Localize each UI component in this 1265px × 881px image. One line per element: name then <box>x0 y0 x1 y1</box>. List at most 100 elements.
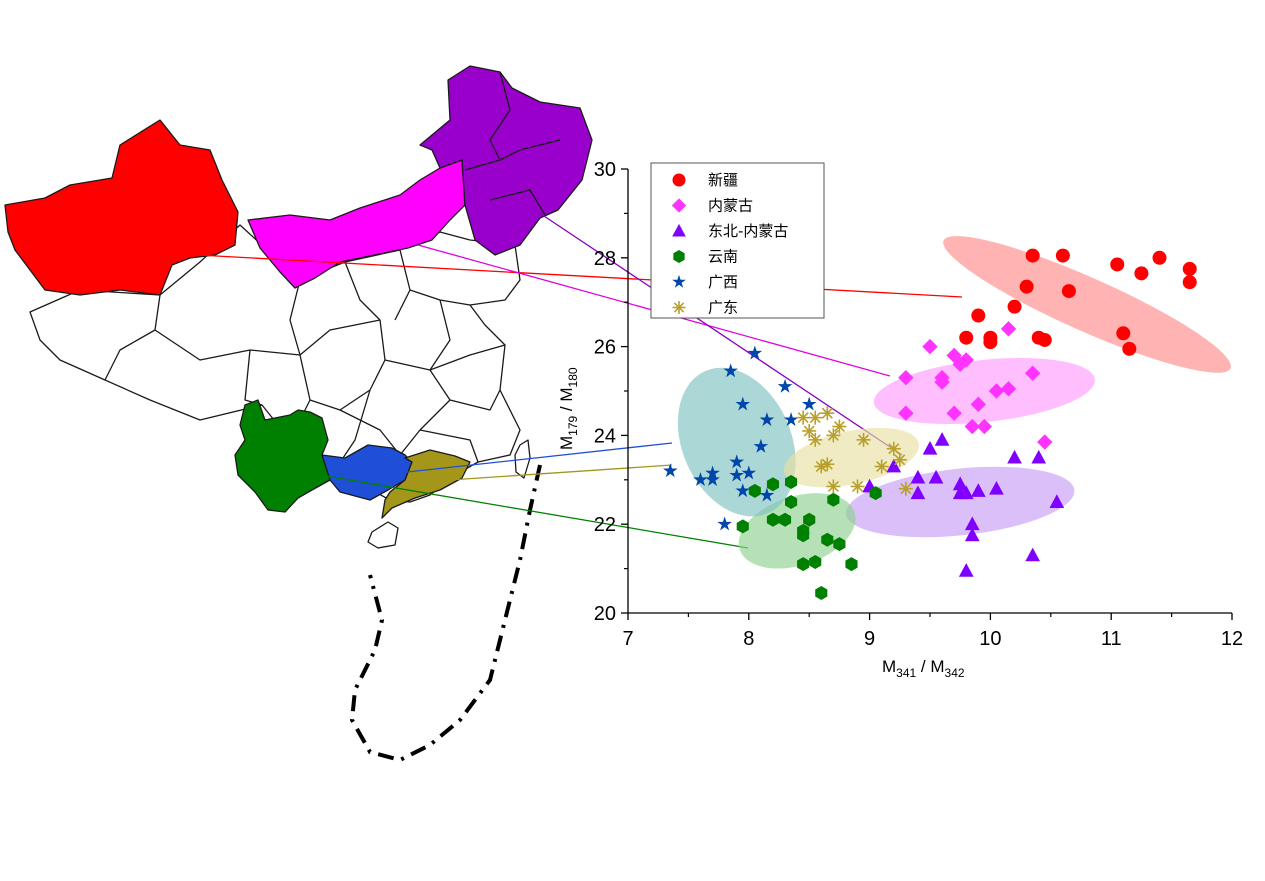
point-广东 <box>892 452 907 467</box>
point-广西 <box>747 345 763 360</box>
ellipse-广西 <box>677 367 796 517</box>
point-内蒙古 <box>958 352 974 368</box>
legend-label: 新疆 <box>708 171 738 189</box>
point-内蒙古 <box>922 338 938 355</box>
data-points <box>662 248 1197 601</box>
legend-box <box>650 162 825 319</box>
point-广东 <box>808 410 823 425</box>
point-广东 <box>820 406 835 421</box>
y-tick-label: 28 <box>594 248 616 270</box>
point-广东 <box>898 481 913 496</box>
point-内蒙古 <box>970 396 987 413</box>
point-广西 <box>759 412 775 427</box>
y-axis-title: M179 / M180 <box>557 367 580 450</box>
point-广东 <box>826 428 841 443</box>
northeast-region <box>419 65 593 256</box>
point-内蒙古 <box>988 383 1005 399</box>
y-axis-ticks: 20 22 24 26 28 30 <box>594 159 628 625</box>
point-内蒙古 <box>1037 434 1053 450</box>
point-新疆 <box>959 330 974 345</box>
point-广西 <box>723 363 739 378</box>
point-东北-内蒙古 <box>1007 449 1022 464</box>
x-tick-label: 11 <box>1101 628 1122 650</box>
point-内蒙古 <box>898 405 914 421</box>
point-东北-内蒙古 <box>958 485 974 500</box>
point-云南 <box>803 512 816 527</box>
point-东北-内蒙古 <box>934 432 950 446</box>
point-广西 <box>735 483 751 498</box>
point-新疆 <box>1134 266 1149 281</box>
point-新疆 <box>971 308 986 323</box>
connector-xinjiang <box>197 254 963 298</box>
point-东北-内蒙古 <box>970 483 986 497</box>
point-广东 <box>832 419 847 434</box>
point-云南 <box>797 557 810 572</box>
legend-marker-东北-内蒙古 <box>672 223 686 237</box>
point-广西 <box>662 463 678 478</box>
point-内蒙古 <box>1000 381 1017 397</box>
ellipse-内蒙古 <box>873 357 1095 425</box>
point-东北-内蒙古 <box>964 516 980 531</box>
point-内蒙古 <box>946 405 962 421</box>
point-东北-内蒙古 <box>928 469 944 484</box>
point-内蒙古 <box>952 356 968 373</box>
point-新疆 <box>1152 250 1167 265</box>
province-borders <box>104 249 506 471</box>
point-新疆 <box>1061 284 1076 299</box>
point-东北-内蒙古 <box>910 469 926 484</box>
sea-boundary-dashed <box>349 464 542 763</box>
point-云南 <box>785 475 798 490</box>
x-tick-label: 12 <box>1221 628 1243 650</box>
point-云南 <box>827 492 840 507</box>
point-内蒙古 <box>898 369 914 386</box>
inner-mongolia-region <box>247 159 466 289</box>
point-东北-内蒙古 <box>922 441 938 455</box>
point-广西 <box>753 438 769 453</box>
point-广西 <box>801 396 817 411</box>
point-内蒙古 <box>946 347 962 364</box>
point-云南 <box>797 528 810 543</box>
point-云南 <box>748 483 761 498</box>
legend-label: 广东 <box>708 299 738 317</box>
x-tick-label: 9 <box>864 628 875 650</box>
point-广西 <box>729 467 745 482</box>
point-新疆 <box>1116 326 1131 341</box>
northeast-borders <box>464 71 561 216</box>
point-云南 <box>869 486 882 501</box>
x-tick-label: 8 <box>743 628 754 650</box>
legend-marker-新疆 <box>672 173 686 187</box>
y-tick-label: 22 <box>594 514 616 536</box>
point-内蒙古 <box>934 369 950 386</box>
point-东北-内蒙古 <box>1049 494 1065 508</box>
connector-guangdong <box>419 464 673 483</box>
point-广西 <box>729 454 745 469</box>
point-新疆 <box>983 330 998 345</box>
point-新疆 <box>1025 248 1040 263</box>
connector-northeast <box>537 211 903 456</box>
point-广西 <box>735 396 751 411</box>
connector-lines <box>197 211 963 549</box>
ellipse-新疆 <box>943 236 1231 373</box>
point-广东 <box>802 423 817 438</box>
xinjiang-region <box>4 119 239 296</box>
point-内蒙古 <box>976 418 993 435</box>
china-map <box>4 65 593 549</box>
legend-label: 东北-内蒙古 <box>708 222 788 240</box>
point-云南 <box>815 586 828 601</box>
point-新疆 <box>1122 341 1137 356</box>
y-tick-label: 26 <box>594 337 616 359</box>
point-广东 <box>874 459 889 474</box>
point-广东 <box>826 479 841 494</box>
point-云南 <box>785 495 798 509</box>
point-广西 <box>759 487 775 502</box>
point-新疆 <box>1019 279 1034 294</box>
point-东北-内蒙古 <box>952 476 968 491</box>
legend-marker-广西 <box>672 274 686 288</box>
point-内蒙古 <box>964 418 980 435</box>
legend-label: 云南 <box>708 248 738 266</box>
point-广西 <box>693 472 708 487</box>
point-东北-内蒙古 <box>964 527 980 542</box>
ellipse-东北-内蒙古 <box>846 466 1075 538</box>
legend-marker-内蒙古 <box>671 198 687 213</box>
